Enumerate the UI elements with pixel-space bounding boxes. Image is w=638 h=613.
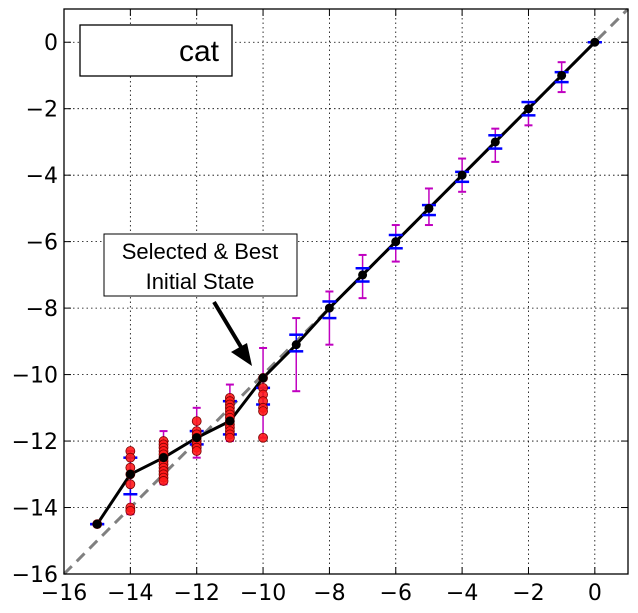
x-tick-label: −2 — [512, 581, 544, 606]
red-point — [224, 432, 235, 443]
x-tick-label: 0 — [588, 581, 602, 606]
y-tick-label: −8 — [26, 297, 58, 322]
x-tick-label: −10 — [240, 581, 286, 606]
series-marker — [324, 303, 334, 313]
axes — [63, 8, 629, 575]
y-tick-label: −6 — [26, 231, 58, 256]
legend-label: cat — [179, 35, 220, 68]
red-point — [125, 452, 136, 463]
red-point — [125, 505, 136, 516]
series-marker — [457, 170, 467, 180]
red-point — [191, 416, 202, 427]
annotation: Selected & Best Initial State — [103, 233, 298, 366]
y-tick-label: −12 — [12, 430, 58, 455]
annotation-arrow-head — [231, 343, 252, 366]
red-points — [92, 373, 268, 530]
y-tick-label: 0 — [44, 31, 58, 56]
series-marker — [424, 203, 434, 213]
series-marker — [391, 237, 401, 247]
annotation-line-1: Selected & Best — [122, 239, 279, 264]
y-tick-label: −10 — [12, 364, 58, 389]
legend: cat — [79, 24, 233, 77]
annotation-line-2: Initial State — [146, 269, 255, 294]
x-tick-label: −14 — [107, 581, 153, 606]
x-tick-label: −4 — [446, 581, 478, 606]
series-marker — [490, 137, 500, 147]
annotation-arrow-shaft — [212, 300, 243, 349]
series-line — [95, 41, 596, 525]
red-point — [125, 479, 136, 490]
red-point — [191, 446, 202, 456]
series-marker — [590, 37, 600, 47]
series-marker — [159, 453, 169, 463]
x-tick-label: −16 — [41, 581, 87, 606]
plot-frame — [63, 8, 629, 575]
series-marker — [92, 519, 102, 529]
legend-box — [79, 24, 233, 77]
x-tick-label: −12 — [173, 581, 219, 606]
series-marker — [225, 416, 235, 426]
red-point — [158, 476, 169, 486]
series-marker — [125, 469, 135, 479]
series-marker — [258, 373, 268, 383]
x-tick-label: −6 — [380, 581, 412, 606]
series-marker — [291, 340, 301, 350]
y-tick-label: −4 — [26, 164, 58, 189]
annotation-box — [103, 233, 298, 297]
series-marker — [557, 70, 567, 80]
red-point — [258, 432, 268, 443]
y-tick-label: −16 — [12, 563, 58, 588]
series-marker — [523, 104, 533, 114]
series-line-group — [95, 41, 596, 525]
tick-labels: −16 −14 −12 −10 −8 −6 −4 −2 0 −16 −14 −12 −10 −8 −6 −4 −… — [12, 31, 602, 606]
red-point — [258, 406, 268, 417]
series-marker — [358, 270, 368, 280]
y-tick-label: −14 — [12, 497, 58, 522]
y-tick-label: −2 — [26, 98, 58, 123]
series-markers — [92, 37, 600, 529]
x-tick-label: −8 — [313, 581, 345, 606]
series-marker — [192, 433, 202, 443]
